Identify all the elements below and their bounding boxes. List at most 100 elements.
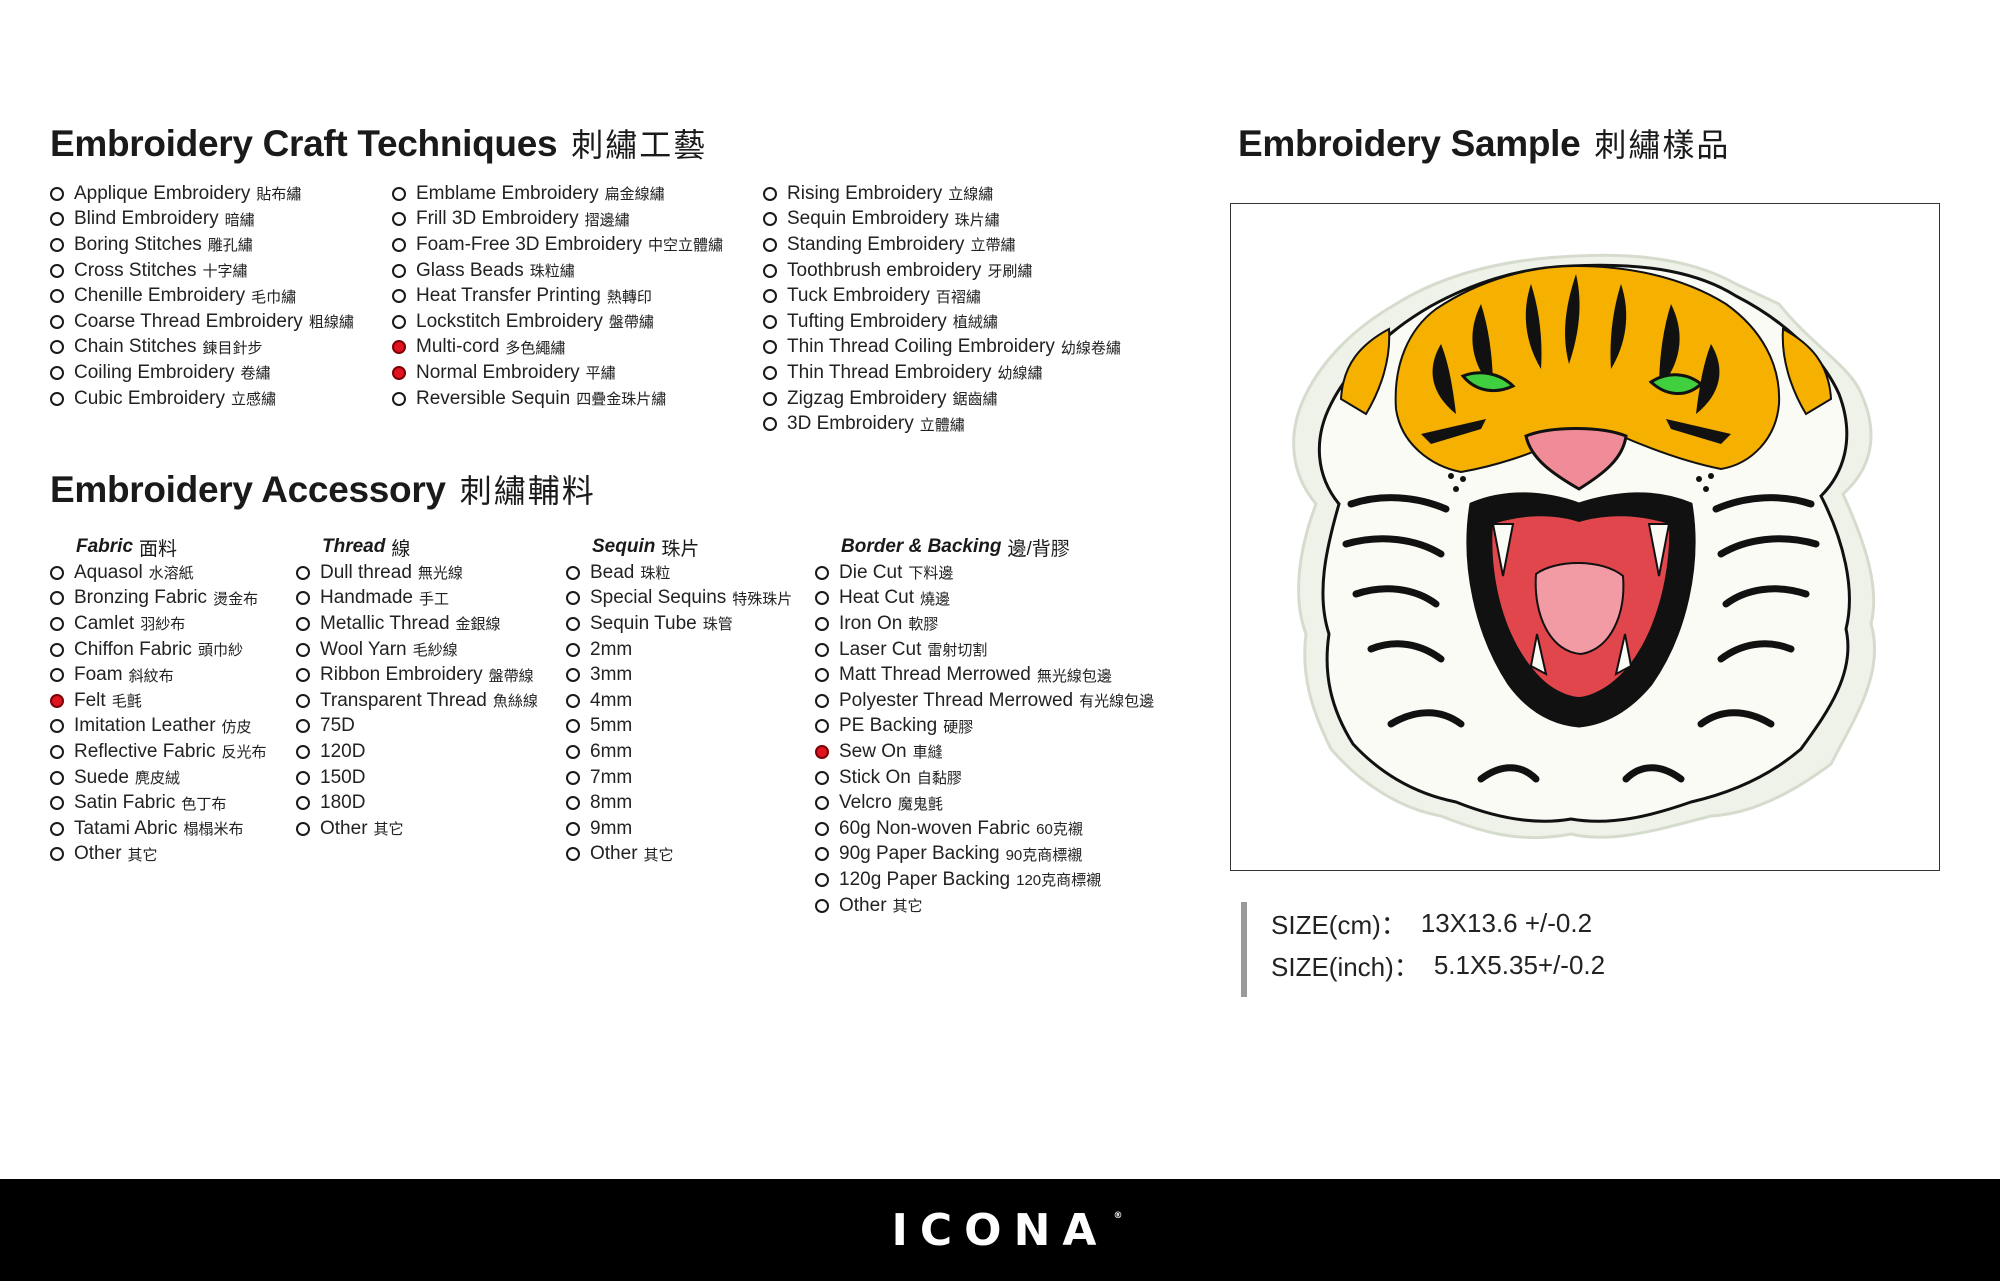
option-normal-embroidery[interactable]: Normal Embroidery 平繡 [392,360,723,386]
option-coarse-thread-embroidery[interactable]: Coarse Thread Embroidery 粗線繡 [50,309,354,335]
radio-unchecked-icon[interactable] [50,186,64,201]
option-boring-stitches[interactable]: Boring Stitches 雕孔繡 [50,232,354,258]
radio-unchecked-icon[interactable] [566,796,580,811]
radio-unchecked-icon[interactable] [763,340,777,355]
radio-unchecked-icon[interactable] [50,237,64,252]
radio-unchecked-icon[interactable] [815,872,829,887]
option-reflective-fabric[interactable]: Reflective Fabric 反光布 [50,739,267,765]
radio-unchecked-icon[interactable] [296,616,310,631]
option-chenille-embroidery[interactable]: Chenille Embroidery 毛巾繡 [50,283,354,309]
radio-checked-icon[interactable] [815,744,829,759]
option-120d[interactable]: 120D [296,739,538,765]
radio-unchecked-icon[interactable] [50,365,64,380]
option-dull-thread[interactable]: Dull thread 無光線 [296,560,538,586]
radio-unchecked-icon[interactable] [50,391,64,406]
option-imitation-leather[interactable]: Imitation Leather 仿皮 [50,714,267,740]
option-chain-stitches[interactable]: Chain Stitches 鍊目針步 [50,335,354,361]
option-6mm[interactable]: 6mm [566,739,792,765]
option-other[interactable]: Other 其它 [50,842,267,868]
radio-unchecked-icon[interactable] [50,770,64,785]
option-sequin-embroidery[interactable]: Sequin Embroidery 珠片繡 [763,207,1121,233]
radio-unchecked-icon[interactable] [50,565,64,580]
option-other[interactable]: Other 其它 [566,842,792,868]
option-felt[interactable]: Felt 毛氈 [50,688,267,714]
radio-unchecked-icon[interactable] [566,591,580,606]
option-2mm[interactable]: 2mm [566,637,792,663]
option-5mm[interactable]: 5mm [566,714,792,740]
option-150d[interactable]: 150D [296,765,538,791]
option-matt-thread-merrowed[interactable]: Matt Thread Merrowed 無光線包邊 [815,662,1154,688]
option-polyester-thread-merrowed[interactable]: Polyester Thread Merrowed 有光線包邊 [815,688,1154,714]
radio-unchecked-icon[interactable] [50,821,64,836]
option-60g-non-woven-fabric[interactable]: 60g Non-woven Fabric 60克襯 [815,816,1154,842]
radio-unchecked-icon[interactable] [763,314,777,329]
radio-unchecked-icon[interactable] [763,263,777,278]
radio-unchecked-icon[interactable] [815,565,829,580]
radio-unchecked-icon[interactable] [566,616,580,631]
option-applique-embroidery[interactable]: Applique Embroidery 貼布繡 [50,181,354,207]
option-4mm[interactable]: 4mm [566,688,792,714]
radio-unchecked-icon[interactable] [392,186,406,201]
radio-unchecked-icon[interactable] [815,770,829,785]
radio-unchecked-icon[interactable] [566,770,580,785]
radio-unchecked-icon[interactable] [296,719,310,734]
radio-checked-icon[interactable] [50,693,64,708]
radio-unchecked-icon[interactable] [296,565,310,580]
radio-unchecked-icon[interactable] [392,263,406,278]
radio-unchecked-icon[interactable] [763,212,777,227]
radio-unchecked-icon[interactable] [50,847,64,862]
radio-unchecked-icon[interactable] [296,693,310,708]
radio-unchecked-icon[interactable] [296,591,310,606]
option-other[interactable]: Other 其它 [815,893,1154,919]
option-lockstitch-embroidery[interactable]: Lockstitch Embroidery 盤帶繡 [392,309,723,335]
option-8mm[interactable]: 8mm [566,790,792,816]
radio-unchecked-icon[interactable] [296,642,310,657]
option-tufting-embroidery[interactable]: Tufting Embroidery 植絨繡 [763,309,1121,335]
option-velcro[interactable]: Velcro 魔鬼氈 [815,790,1154,816]
option-9mm[interactable]: 9mm [566,816,792,842]
option-heat-transfer-printing[interactable]: Heat Transfer Printing 熱轉印 [392,283,723,309]
option-glass-beads[interactable]: Glass Beads 珠粒繡 [392,258,723,284]
radio-unchecked-icon[interactable] [566,719,580,734]
radio-unchecked-icon[interactable] [296,770,310,785]
option-foam[interactable]: Foam 斜紋布 [50,662,267,688]
radio-unchecked-icon[interactable] [566,693,580,708]
option-120g-paper-backing[interactable]: 120g Paper Backing 120克商標襯 [815,867,1154,893]
radio-unchecked-icon[interactable] [50,796,64,811]
radio-unchecked-icon[interactable] [763,186,777,201]
radio-unchecked-icon[interactable] [815,591,829,606]
radio-unchecked-icon[interactable] [566,821,580,836]
radio-unchecked-icon[interactable] [392,237,406,252]
option-other[interactable]: Other 其它 [296,816,538,842]
option-special-sequins[interactable]: Special Sequins 特殊珠片 [566,586,792,612]
option-metallic-thread[interactable]: Metallic Thread 金銀線 [296,611,538,637]
option-heat-cut[interactable]: Heat Cut 燒邊 [815,586,1154,612]
option-aquasol[interactable]: Aquasol 水溶紙 [50,560,267,586]
option-laser-cut[interactable]: Laser Cut 雷射切割 [815,637,1154,663]
radio-unchecked-icon[interactable] [763,289,777,304]
radio-unchecked-icon[interactable] [392,289,406,304]
option-75d[interactable]: 75D [296,714,538,740]
radio-unchecked-icon[interactable] [296,744,310,759]
radio-unchecked-icon[interactable] [566,847,580,862]
option-toothbrush-embroidery[interactable]: Toothbrush embroidery 牙刷繡 [763,258,1121,284]
radio-unchecked-icon[interactable] [50,744,64,759]
option-180d[interactable]: 180D [296,790,538,816]
option-rising-embroidery[interactable]: Rising Embroidery 立線繡 [763,181,1121,207]
radio-unchecked-icon[interactable] [566,642,580,657]
radio-unchecked-icon[interactable] [392,391,406,406]
option-zigzag-embroidery[interactable]: Zigzag Embroidery 鋸齒繡 [763,386,1121,412]
radio-unchecked-icon[interactable] [50,616,64,631]
option-emblame-embroidery[interactable]: Emblame Embroidery 扁金線繡 [392,181,723,207]
option-cubic-embroidery[interactable]: Cubic Embroidery 立感繡 [50,386,354,412]
option-cross-stitches[interactable]: Cross Stitches 十字繡 [50,258,354,284]
option-chiffon-fabric[interactable]: Chiffon Fabric 頭巾紗 [50,637,267,663]
radio-unchecked-icon[interactable] [763,417,777,432]
option-sequin-tube[interactable]: Sequin Tube 珠管 [566,611,792,637]
radio-unchecked-icon[interactable] [815,616,829,631]
radio-unchecked-icon[interactable] [50,263,64,278]
radio-unchecked-icon[interactable] [815,821,829,836]
radio-unchecked-icon[interactable] [815,847,829,862]
radio-unchecked-icon[interactable] [815,668,829,683]
radio-checked-icon[interactable] [392,365,406,380]
